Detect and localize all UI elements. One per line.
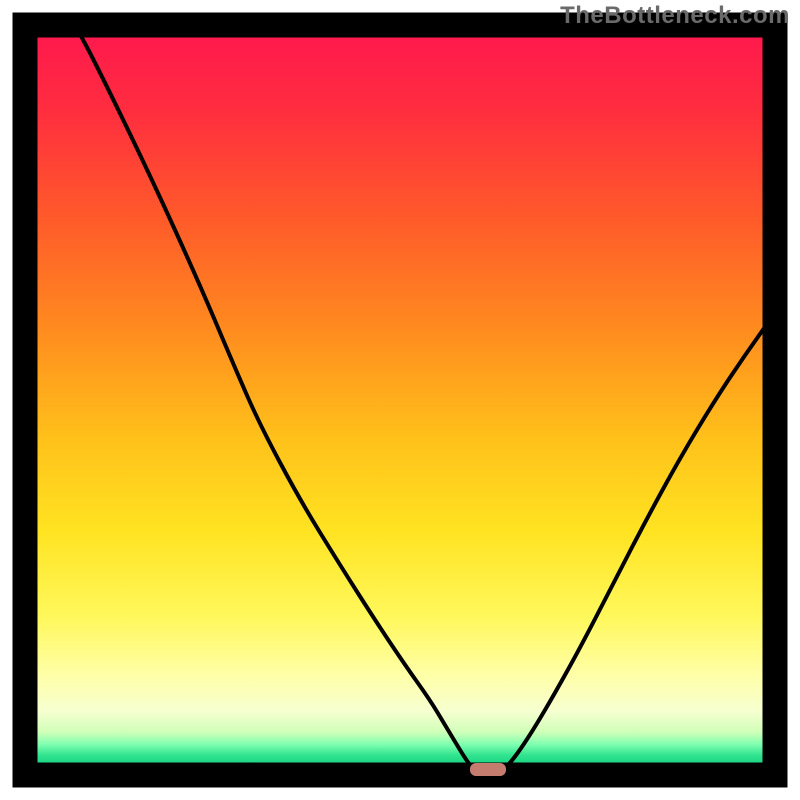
- gradient-background: [38, 38, 763, 763]
- bottleneck-chart: [0, 0, 800, 800]
- optimal-marker: [470, 763, 506, 776]
- watermark-text: TheBottleneck.com: [560, 2, 790, 30]
